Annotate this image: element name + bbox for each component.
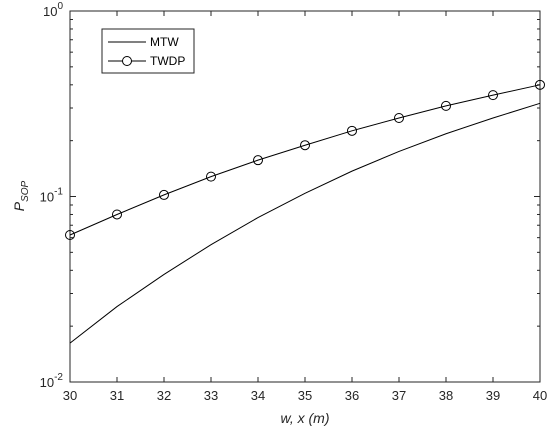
x-tick-label: 31 [110,388,124,403]
x-tick-label: 35 [298,388,312,403]
series-line-twdp [69,84,541,236]
series-line-mtw [69,102,541,344]
data-point-twdp [347,125,357,136]
y-tick-label: 10-2 [40,372,64,390]
y-axis-label-main: P [11,201,27,211]
data-point-twdp [159,189,169,200]
data-point-twdp [253,155,263,166]
x-tick-label: 38 [439,388,453,403]
y-axis-label: PSOP [11,180,31,211]
x-axis-label: w, x (m) [281,410,330,426]
legend-label-mtw: MTW [150,35,179,49]
data-point-twdp [300,140,310,151]
legend-label-twdp: TWDP [150,54,185,68]
x-tick-label: 37 [392,388,406,403]
x-tick-label: 39 [486,388,500,403]
data-point-twdp [112,209,122,220]
data-point-twdp [488,90,498,101]
data-point-twdp [441,100,451,111]
legend-box [101,28,195,74]
data-point-twdp [394,112,404,123]
legend: MTW TWDP [101,28,195,74]
y-axis-ticks: 10-2 10-1 100 [40,1,540,390]
x-tick-label: 33 [204,388,218,403]
data-point-twdp [535,79,545,90]
legend-marker-twdp [122,56,132,66]
y-tick-label: 100 [43,1,63,19]
x-tick-label: 40 [533,388,547,403]
y-axis-label-subscript: SOP [20,180,31,201]
x-tick-label: 32 [157,388,171,403]
x-axis-ticks: 30 31 32 33 34 35 36 37 38 39 40 [63,11,547,403]
series-layer [65,79,545,344]
x-tick-label: 34 [251,388,265,403]
x-tick-label: 36 [345,388,359,403]
x-tick-label: 30 [63,388,77,403]
y-tick-label: 10-1 [40,187,64,205]
data-point-twdp [206,171,216,182]
data-point-twdp [65,230,75,241]
